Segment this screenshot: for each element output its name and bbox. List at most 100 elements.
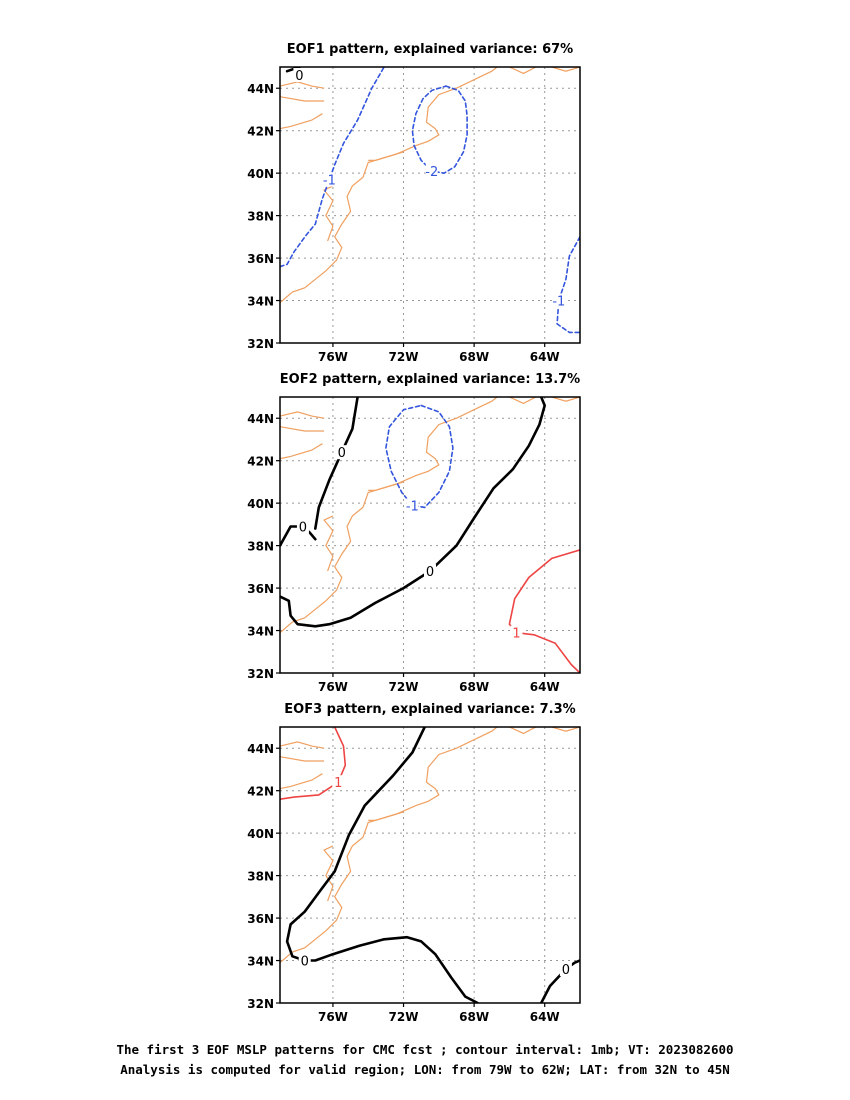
contour-label-bg — [425, 164, 438, 179]
panel-title: EOF1 pattern, explained variance: 67% — [287, 42, 573, 57]
x-tick-label: 76W — [318, 680, 348, 694]
contour-label-bg — [332, 775, 345, 790]
contour-label-bg — [298, 953, 311, 968]
coastline — [551, 67, 580, 72]
eof-panel-2: EOF2 pattern, explained variance: 13.7% -… — [247, 372, 581, 694]
y-tick-label: 40N — [247, 497, 274, 511]
contour-line — [280, 67, 385, 268]
x-tick-label: 72W — [389, 680, 419, 694]
coastline — [280, 113, 323, 130]
contour-label: 0 — [301, 955, 309, 970]
contour-label: 0 — [338, 446, 346, 461]
x-tick-label: 64W — [530, 1010, 560, 1024]
x-tick-label: 68W — [459, 1010, 489, 1024]
x-tick-label: 68W — [459, 350, 489, 364]
contour-label-bg — [559, 962, 572, 977]
contour-label: 0 — [299, 521, 307, 536]
contour-label-bg — [335, 445, 348, 460]
contour-label: 0 — [295, 69, 303, 84]
coastline — [280, 397, 498, 634]
y-tick-label: 32N — [247, 337, 274, 351]
y-tick-label: 36N — [247, 912, 274, 926]
y-tick-label: 34N — [247, 295, 274, 309]
y-tick-label: 32N — [247, 997, 274, 1011]
caption-line-1: The first 3 EOF MSLP patterns for CMC fc… — [116, 1042, 734, 1057]
coastline — [280, 741, 325, 749]
y-tick-label: 32N — [247, 667, 274, 681]
x-tick-label: 76W — [318, 1010, 348, 1024]
x-tick-label: 68W — [459, 680, 489, 694]
y-tick-label: 42N — [247, 125, 274, 139]
contour-line — [280, 397, 547, 628]
contour-label: -1 — [323, 174, 336, 189]
y-tick-label: 40N — [247, 827, 274, 841]
eof-panel-3: EOF3 pattern, explained variance: 7.3% 1 0… — [247, 702, 581, 1024]
contour-label: 0 — [426, 565, 434, 580]
coastline — [509, 397, 537, 405]
map-content: 1 0 0 — [280, 727, 580, 1003]
map-content: -2 -1 -1 0 — [280, 67, 580, 334]
panel-frame — [279, 726, 581, 1004]
contour-line — [508, 549, 580, 673]
contour-label: -1 — [552, 295, 565, 310]
y-tick-label: 42N — [247, 785, 274, 799]
panel-title: EOF2 pattern, explained variance: 13.7% — [280, 372, 580, 387]
contour-line — [385, 404, 454, 509]
contour-label-bg — [293, 68, 306, 82]
contour-line — [411, 85, 468, 174]
x-tick-label: 76W — [318, 350, 348, 364]
coastline — [509, 727, 537, 735]
contour-line — [556, 236, 580, 334]
contour-label-bg — [510, 625, 523, 640]
contour-label: -2 — [425, 165, 438, 180]
coastline — [323, 845, 334, 902]
map-content: -1 0 0 0 1 — [280, 397, 580, 673]
y-tick-label: 42N — [247, 455, 274, 469]
eof-panel-1: EOF1 pattern, explained variance: 67%-2-… — [247, 42, 581, 364]
coastline — [280, 727, 498, 964]
coastline — [368, 811, 404, 822]
contour-line — [313, 397, 359, 530]
contour-label-bg — [296, 519, 309, 534]
caption-line-2: Analysis is computed for valid region; L… — [120, 1062, 730, 1077]
panel-title: EOF3 pattern, explained variance: 7.3% — [284, 702, 575, 717]
contour-label-bg — [424, 564, 436, 579]
y-tick-label: 40N — [247, 167, 274, 181]
coastline — [551, 397, 580, 402]
contour-label: 0 — [562, 963, 570, 978]
coastline — [280, 443, 323, 460]
coastline — [509, 67, 537, 75]
contour-line — [285, 727, 479, 1003]
contour-label: -1 — [406, 499, 419, 514]
x-tick-label: 64W — [530, 680, 560, 694]
coastline — [280, 81, 325, 89]
x-tick-label: 72W — [389, 1010, 419, 1024]
y-tick-label: 44N — [247, 742, 274, 756]
coastline — [280, 426, 325, 432]
panel-frame — [279, 66, 581, 344]
x-tick-label: 64W — [530, 350, 560, 364]
coastline — [323, 515, 334, 572]
coastline — [368, 151, 404, 161]
panel-frame — [279, 396, 581, 674]
contour-label: 1 — [334, 776, 342, 791]
coastline — [280, 411, 325, 419]
coastline — [368, 481, 404, 491]
contour-label-bg — [552, 293, 565, 308]
y-tick-label: 34N — [247, 625, 274, 639]
coastline — [280, 773, 323, 790]
coastline — [280, 67, 498, 304]
contour-label: 1 — [512, 627, 520, 642]
coastline — [551, 727, 580, 732]
y-tick-label: 38N — [247, 540, 274, 554]
coastline — [280, 756, 325, 762]
coastline — [280, 96, 325, 102]
y-tick-label: 44N — [247, 412, 274, 426]
y-tick-label: 38N — [247, 210, 274, 224]
y-tick-label: 44N — [247, 82, 274, 96]
y-tick-label: 36N — [247, 582, 274, 596]
x-tick-label: 72W — [389, 350, 419, 364]
y-tick-label: 38N — [247, 870, 274, 884]
contour-label-bg — [406, 498, 419, 513]
